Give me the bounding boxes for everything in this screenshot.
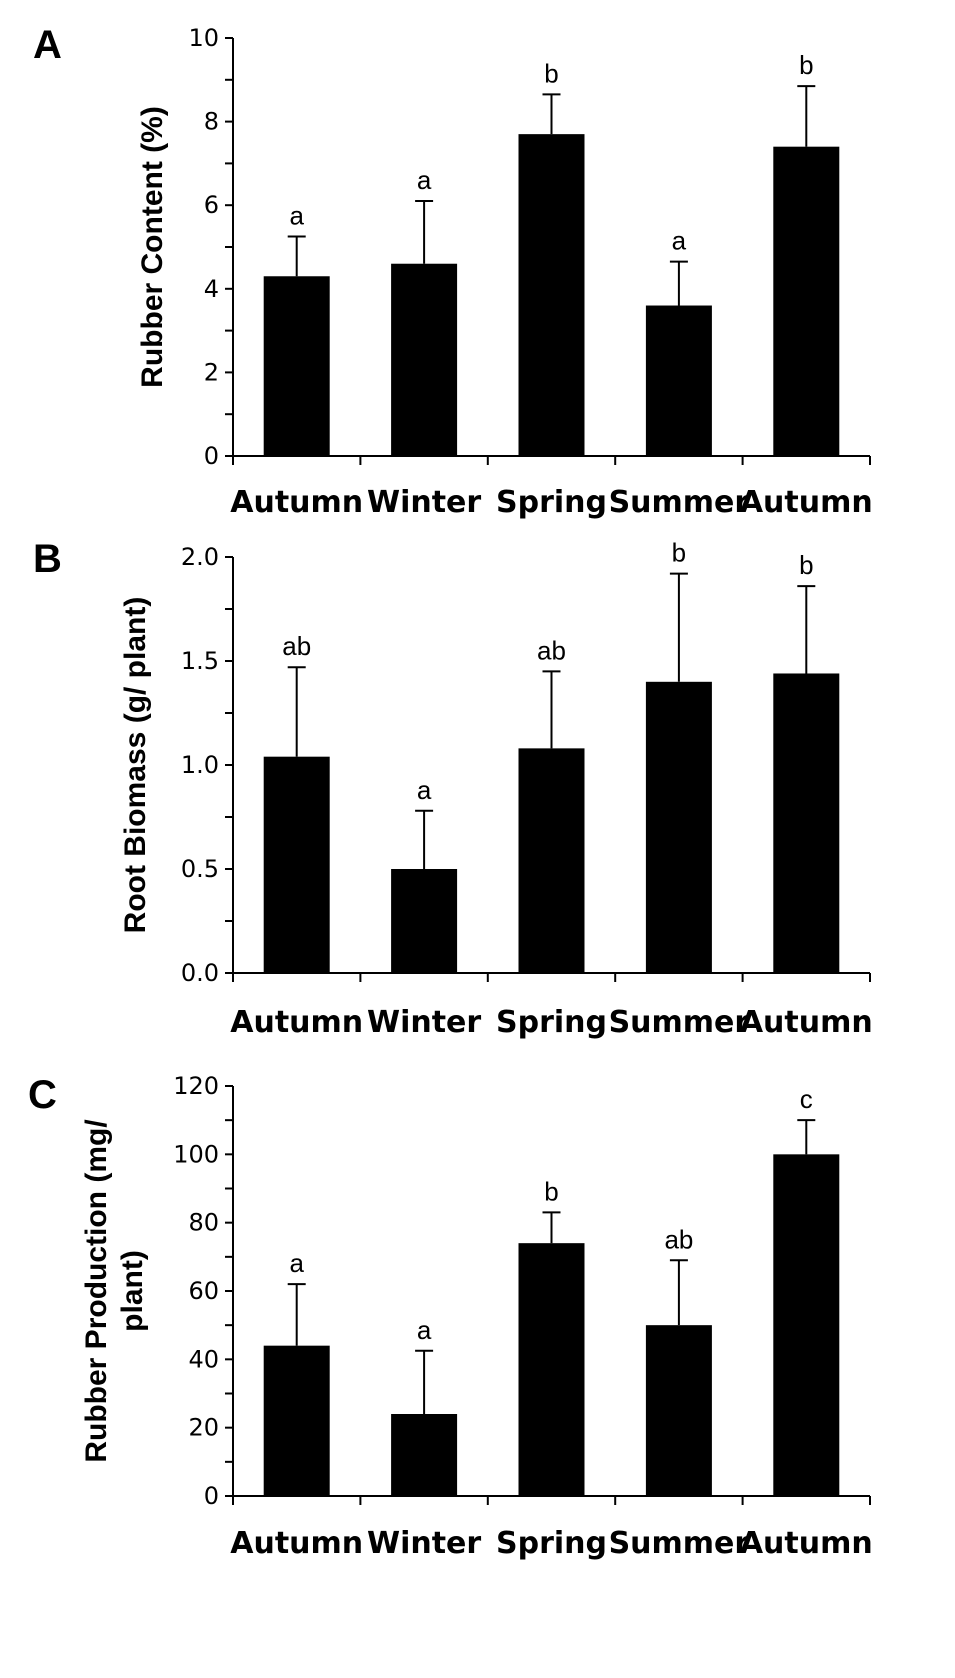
y-tick-label: 60 [188, 1277, 219, 1305]
bar [518, 1243, 585, 1496]
significance-label: a [417, 775, 432, 805]
bar [773, 673, 840, 973]
y-axis-label: Rubber Content (%) [136, 106, 169, 388]
y-tick-label: 40 [188, 1345, 219, 1373]
bar [518, 748, 585, 973]
x-tick-label: Autumn [740, 1526, 873, 1561]
panel-letter: A [33, 23, 62, 67]
significance-label: a [417, 165, 432, 195]
x-tick-label: Autumn [230, 1005, 363, 1040]
y-tick-label: 0.5 [181, 855, 219, 883]
y-tick-label: 8 [204, 108, 219, 136]
x-tick-label: Autumn [740, 485, 873, 520]
bar [263, 1345, 330, 1496]
y-tick-label: 100 [173, 1140, 219, 1168]
significance-label: ab [537, 635, 566, 665]
x-tick-label: Winter [367, 485, 481, 520]
bar [645, 305, 712, 456]
y-axis-label: Root Biomass (g/ plant) [119, 597, 152, 934]
y-axis-label: Rubber Production (mg/plant) [80, 1119, 149, 1463]
panel-letter: B [33, 537, 62, 581]
y-tick-label: 4 [204, 275, 219, 303]
significance-label: b [544, 1176, 558, 1206]
panel-letter: C [28, 1073, 57, 1117]
y-tick-label: 2 [204, 358, 219, 386]
significance-label: a [672, 226, 687, 256]
significance-label: b [672, 538, 686, 568]
significance-label: a [289, 201, 304, 231]
significance-label: b [544, 58, 558, 88]
significance-label: c [800, 1084, 813, 1114]
x-tick-label: Winter [367, 1526, 481, 1561]
significance-label: b [799, 550, 813, 580]
x-tick-label: Spring [496, 485, 607, 520]
bar [645, 681, 712, 973]
bar [773, 1154, 840, 1496]
bar [391, 263, 458, 456]
y-tick-label: 1.0 [181, 751, 219, 779]
x-tick-label: Autumn [740, 1005, 873, 1040]
x-tick-label: Summer [609, 1526, 750, 1561]
bar [773, 146, 840, 456]
y-tick-label: 2.0 [181, 543, 219, 571]
panel-b: B Root Biomass (g/ plant) ab Autumn a Winter a… [33, 537, 873, 1040]
panel-a: A Rubber Content (%) a Autumn a Winter b Spring… [33, 23, 873, 520]
x-tick-label: Spring [496, 1526, 607, 1561]
significance-label: a [289, 1248, 304, 1278]
bar [391, 1414, 458, 1496]
y-tick-label: 20 [188, 1414, 219, 1442]
y-tick-label: 120 [173, 1072, 219, 1100]
significance-label: ab [664, 1224, 693, 1254]
bar [263, 756, 330, 973]
y-tick-label: 80 [188, 1209, 219, 1237]
panel-c: C Rubber Production (mg/plant) a Autumn a Win… [28, 1072, 873, 1561]
y-tick-label: 0 [204, 1482, 219, 1510]
x-tick-label: Winter [367, 1005, 481, 1040]
y-tick-label: 6 [204, 191, 219, 219]
x-tick-label: Autumn [230, 1526, 363, 1561]
bar [391, 869, 458, 973]
x-tick-label: Summer [609, 485, 750, 520]
x-tick-label: Spring [496, 1005, 607, 1040]
bar [263, 276, 330, 456]
bar [645, 1325, 712, 1496]
significance-label: b [799, 50, 813, 80]
y-tick-label: 1.5 [181, 647, 219, 675]
y-tick-label: 0 [204, 442, 219, 470]
y-tick-label: 10 [188, 24, 219, 52]
significance-label: a [417, 1315, 432, 1345]
x-tick-label: Autumn [230, 485, 363, 520]
significance-label: ab [282, 631, 311, 661]
y-tick-label: 0.0 [181, 959, 219, 987]
x-tick-label: Summer [609, 1005, 750, 1040]
bar [518, 134, 585, 456]
